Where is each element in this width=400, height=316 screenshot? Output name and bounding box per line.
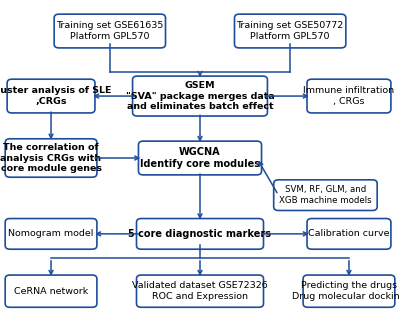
- FancyBboxPatch shape: [132, 76, 268, 116]
- FancyBboxPatch shape: [138, 141, 262, 175]
- Text: SVM, RF, GLM, and
XGB machine models: SVM, RF, GLM, and XGB machine models: [279, 185, 372, 205]
- Text: Training set GSE50772
Platform GPL570: Training set GSE50772 Platform GPL570: [236, 21, 344, 41]
- Text: CeRNA network: CeRNA network: [14, 287, 88, 296]
- Text: Nomogram model: Nomogram model: [8, 229, 94, 238]
- Text: Cluster analysis of SLE
,CRGs: Cluster analysis of SLE ,CRGs: [0, 86, 112, 106]
- FancyBboxPatch shape: [7, 79, 95, 113]
- FancyBboxPatch shape: [5, 275, 97, 307]
- FancyBboxPatch shape: [54, 14, 166, 48]
- Text: Validated dataset GSE72326
ROC and Expression: Validated dataset GSE72326 ROC and Expre…: [132, 282, 268, 301]
- Text: Predicting the drugs
Drug molecular docking: Predicting the drugs Drug molecular dock…: [292, 282, 400, 301]
- FancyBboxPatch shape: [136, 219, 264, 249]
- Text: Immune infiltration
, CRGs: Immune infiltration , CRGs: [303, 86, 394, 106]
- FancyBboxPatch shape: [303, 275, 395, 307]
- Text: 5 core diagnostic markers: 5 core diagnostic markers: [128, 229, 272, 239]
- FancyBboxPatch shape: [274, 180, 377, 210]
- FancyBboxPatch shape: [307, 79, 391, 113]
- FancyBboxPatch shape: [5, 139, 97, 177]
- Text: WGCNA
Identify core modules: WGCNA Identify core modules: [140, 147, 260, 169]
- FancyBboxPatch shape: [5, 219, 97, 249]
- FancyBboxPatch shape: [307, 219, 391, 249]
- Text: Training set GSE61635
Platform GPL570: Training set GSE61635 Platform GPL570: [56, 21, 164, 41]
- Text: Calibration curve: Calibration curve: [308, 229, 390, 238]
- Text: The correlation of
analysis CRGs with
core module genes: The correlation of analysis CRGs with co…: [0, 143, 102, 173]
- Text: GSEM
"SVA" package merges data
and eliminates batch effect: GSEM "SVA" package merges data and elimi…: [126, 81, 274, 111]
- FancyBboxPatch shape: [136, 275, 264, 307]
- FancyBboxPatch shape: [234, 14, 346, 48]
